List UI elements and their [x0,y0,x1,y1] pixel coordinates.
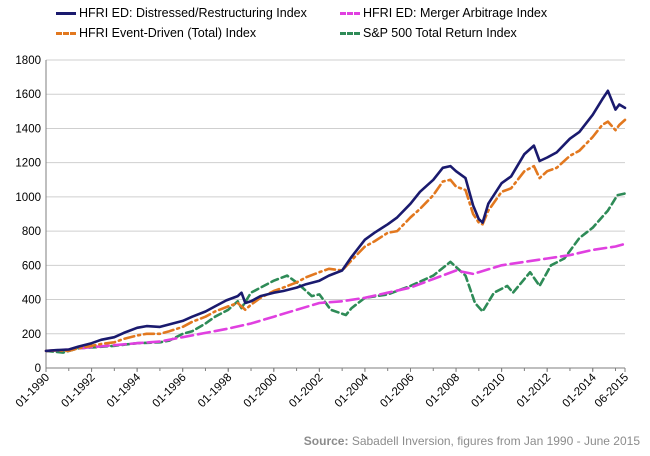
y-tick-label: 800 [22,226,41,238]
x-tick-label: 01-1996 [150,372,188,410]
series-line-2 [44,242,627,353]
legend-item: HFRI Event-Driven (Total) Index [56,26,256,40]
x-tick-label: 01-2004 [333,371,372,410]
x-tick-label: 01-1994 [105,371,144,410]
legend-swatch [56,11,76,15]
y-tick-label: 1800 [15,55,41,67]
series-line-1 [44,118,627,353]
y-tick-label: 1400 [15,123,41,135]
x-tick-label: 01-2010 [469,372,507,410]
x-tick-label: 01-2006 [378,372,416,410]
legend-label: HFRI ED: Merger Arbitrage Index [363,6,548,20]
legend-item: HFRI ED: Merger Arbitrage Index [340,6,547,20]
x-tick-label: 01-2000 [242,372,280,410]
source-text: Sabadell Inversion, figures from Jan 199… [348,434,640,448]
y-tick-label: 1600 [15,89,41,101]
x-axis-ticks: 01-1990 01-1992 01-1994 01-1996 01-1998 01-20… [14,368,631,410]
x-tick-label: 01-2012 [515,372,553,410]
legend-item: S&P 500 Total Return Index [340,26,517,40]
grid-lines [46,59,625,369]
y-tick-label: 1000 [15,192,41,204]
y-tick-label: 600 [22,260,41,272]
x-tick-label: 01-1992 [59,372,97,410]
x-tick-label: 01-2008 [424,372,462,410]
y-axis-ticks: 0 200 400 600 800 1000 1200 1400 1600 1800 [15,55,41,375]
source-note: Source: Sabadell Inversion, figures from… [304,434,640,448]
legend-item: HFRI ED: Distressed/Restructuring Index [56,6,307,20]
x-tick-label: 01-2002 [287,372,325,410]
y-tick-label: 0 [35,363,41,375]
legend-label: S&P 500 Total Return Index [363,26,517,40]
legend-label: HFRI ED: Distressed/Restructuring Index [79,6,307,20]
x-tick-label: 01-1998 [196,372,234,410]
series-lines [44,89,627,354]
series-line-0 [44,89,627,353]
y-tick-label: 400 [22,295,41,307]
series-line-3 [44,192,627,354]
x-tick-label: 01-2014 [561,371,600,410]
x-tick-label: 06-2015 [593,372,631,410]
axes [45,60,625,369]
y-tick-label: 1200 [15,158,41,170]
source-label: Source: [303,434,349,448]
x-tick-label: 01-1990 [14,372,52,410]
legend-swatch [340,11,360,15]
y-tick-label: 200 [22,329,41,341]
legend-swatch [56,31,76,35]
legend-swatch [340,31,360,35]
legend-label: HFRI Event-Driven (Total) Index [79,26,257,40]
